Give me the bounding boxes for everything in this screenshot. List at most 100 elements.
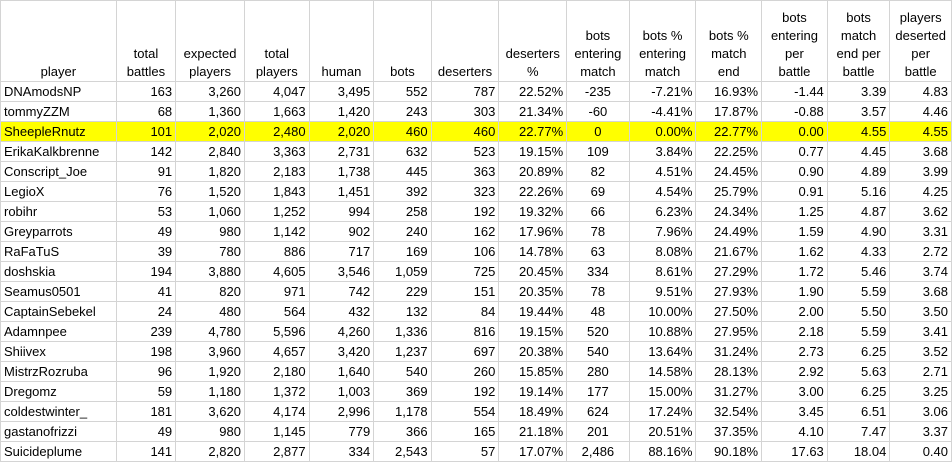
table-cell[interactable]: 18.04 [826, 441, 891, 462]
table-cell[interactable]: -1.44 [761, 81, 828, 102]
table-cell[interactable]: 280 [566, 361, 630, 382]
table-cell[interactable]: 24.45% [695, 161, 763, 182]
table-cell[interactable]: 192 [430, 381, 500, 402]
table-cell[interactable]: 2,840 [175, 141, 245, 162]
table-cell[interactable]: 3.41 [889, 321, 952, 342]
table-cell[interactable]: 5.59 [826, 321, 891, 342]
table-cell[interactable]: 1.25 [761, 201, 828, 222]
table-cell[interactable]: 3,620 [175, 401, 245, 422]
table-cell[interactable]: 1.62 [761, 241, 828, 262]
table-cell[interactable]: 392 [373, 181, 432, 202]
table-cell[interactable]: 3.84% [628, 141, 697, 162]
table-cell[interactable]: 20.35% [498, 281, 568, 302]
table-cell[interactable]: 3.99 [889, 161, 952, 182]
player-name-cell[interactable]: Dregomz [0, 381, 117, 402]
table-cell[interactable]: 2.00 [761, 301, 828, 322]
table-cell[interactable]: 17.07% [498, 441, 568, 462]
player-name-cell[interactable]: doshskia [0, 261, 117, 282]
table-cell[interactable]: 37.35% [695, 421, 763, 442]
table-cell[interactable]: 15.00% [628, 381, 697, 402]
table-cell[interactable]: 78 [566, 221, 630, 242]
table-cell[interactable]: 564 [243, 301, 310, 322]
table-cell[interactable]: 3.45 [761, 401, 828, 422]
column-header[interactable]: deserters [430, 0, 500, 82]
table-cell[interactable]: 0.91 [761, 181, 828, 202]
player-name-cell[interactable]: Seamus0501 [0, 281, 117, 302]
table-cell[interactable]: 19.15% [498, 321, 568, 342]
table-cell[interactable]: 445 [373, 161, 432, 182]
table-cell[interactable]: 0.40 [889, 441, 952, 462]
table-cell[interactable]: 0.90 [761, 161, 828, 182]
table-cell[interactable]: 4.55 [826, 121, 891, 142]
table-cell[interactable]: 22.77% [695, 121, 763, 142]
table-cell[interactable]: 624 [566, 401, 630, 422]
table-cell[interactable]: 48 [566, 301, 630, 322]
table-cell[interactable]: 1,640 [308, 361, 375, 382]
table-cell[interactable]: 4.54% [628, 181, 697, 202]
table-cell[interactable]: 3.68 [889, 141, 952, 162]
player-name-cell[interactable]: Conscript_Joe [0, 161, 117, 182]
table-cell[interactable]: 3,880 [175, 261, 245, 282]
table-cell[interactable]: 76 [115, 181, 177, 202]
table-cell[interactable]: 2,020 [308, 121, 375, 142]
player-name-cell[interactable]: Greyparrots [0, 221, 117, 242]
table-cell[interactable]: 725 [430, 261, 500, 282]
table-cell[interactable]: 3,260 [175, 81, 245, 102]
table-cell[interactable]: 2,996 [308, 401, 375, 422]
table-cell[interactable]: 3,495 [308, 81, 375, 102]
table-cell[interactable]: 3.37 [889, 421, 952, 442]
table-cell[interactable]: 96 [115, 361, 177, 382]
table-cell[interactable]: 6.25 [826, 381, 891, 402]
player-name-cell[interactable]: Suicideplume [0, 441, 117, 462]
table-cell[interactable]: 5.59 [826, 281, 891, 302]
table-cell[interactable]: 2,820 [175, 441, 245, 462]
table-cell[interactable]: 8.08% [628, 241, 697, 262]
table-cell[interactable]: 902 [308, 221, 375, 242]
table-cell[interactable]: 1,059 [373, 261, 432, 282]
table-cell[interactable]: 68 [115, 101, 177, 122]
table-cell[interactable]: 181 [115, 401, 177, 422]
table-cell[interactable]: 169 [373, 241, 432, 262]
table-cell[interactable]: 1,180 [175, 381, 245, 402]
table-cell[interactable]: 3.06 [889, 401, 952, 422]
table-cell[interactable]: 22.52% [498, 81, 568, 102]
table-cell[interactable]: 742 [308, 281, 375, 302]
table-cell[interactable]: 27.95% [695, 321, 763, 342]
table-cell[interactable]: 4,047 [243, 81, 310, 102]
player-name-cell[interactable]: coldestwinter_ [0, 401, 117, 422]
table-cell[interactable]: 1.72 [761, 261, 828, 282]
table-cell[interactable]: 88.16% [628, 441, 697, 462]
player-name-cell[interactable]: LegioX [0, 181, 117, 202]
table-cell[interactable]: 363 [430, 161, 500, 182]
table-cell[interactable]: 1.90 [761, 281, 828, 302]
column-header[interactable]: bots entering match [566, 0, 630, 82]
table-cell[interactable]: 2.72 [889, 241, 952, 262]
table-cell[interactable]: 4,657 [243, 341, 310, 362]
table-cell[interactable]: 22.26% [498, 181, 568, 202]
table-cell[interactable]: 21.18% [498, 421, 568, 442]
table-cell[interactable]: 303 [430, 101, 500, 122]
table-cell[interactable]: 19.15% [498, 141, 568, 162]
table-cell[interactable]: 53 [115, 201, 177, 222]
table-cell[interactable]: 17.24% [628, 401, 697, 422]
table-cell[interactable]: 20.51% [628, 421, 697, 442]
player-name-cell[interactable]: Adamnpee [0, 321, 117, 342]
table-cell[interactable]: -60 [566, 101, 630, 122]
table-cell[interactable]: 4.10 [761, 421, 828, 442]
table-cell[interactable]: 4,260 [308, 321, 375, 342]
table-cell[interactable]: 0 [566, 121, 630, 142]
column-header[interactable]: human [308, 0, 375, 82]
player-name-cell[interactable]: DNAmodsNP [0, 81, 117, 102]
table-cell[interactable]: 24 [115, 301, 177, 322]
table-cell[interactable]: 6.51 [826, 401, 891, 422]
table-cell[interactable]: 0.00 [761, 121, 828, 142]
table-cell[interactable]: 4.90 [826, 221, 891, 242]
table-cell[interactable]: 24.34% [695, 201, 763, 222]
table-cell[interactable]: 5,596 [243, 321, 310, 342]
table-cell[interactable]: 3.74 [889, 261, 952, 282]
table-cell[interactable]: 554 [430, 401, 500, 422]
table-cell[interactable]: 2,180 [243, 361, 310, 382]
table-cell[interactable]: 4.45 [826, 141, 891, 162]
table-cell[interactable]: 540 [566, 341, 630, 362]
table-cell[interactable]: 78 [566, 281, 630, 302]
